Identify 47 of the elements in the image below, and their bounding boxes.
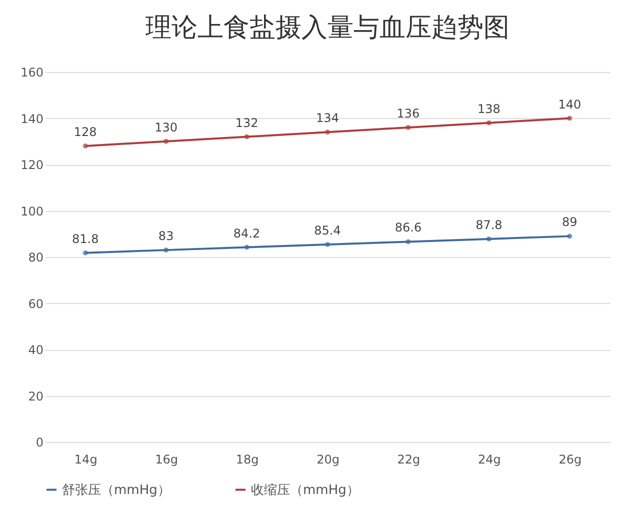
y-tick-label: 60 xyxy=(28,296,44,311)
point xyxy=(486,236,492,242)
data-label: 81.8 xyxy=(72,232,99,246)
y-tick-label: 20 xyxy=(28,389,44,404)
y-tick-label: 0 xyxy=(36,436,44,450)
x-tick-label: 24g xyxy=(478,452,501,466)
point xyxy=(164,138,169,144)
legend-label: 舒张压（mmHg） xyxy=(62,482,170,498)
point xyxy=(406,125,411,130)
y-tick-label: 40 xyxy=(28,343,44,357)
point xyxy=(567,116,572,121)
y-tick-label: 80 xyxy=(28,250,44,264)
data-label: 134 xyxy=(316,111,339,126)
data-label: 86.6 xyxy=(394,220,422,235)
point xyxy=(164,248,169,253)
point xyxy=(406,239,411,244)
point xyxy=(567,234,572,239)
point xyxy=(82,144,88,148)
x-tick-label: 16g xyxy=(155,452,178,466)
point xyxy=(325,242,330,248)
data-label: 140 xyxy=(558,97,582,112)
data-label: 89 xyxy=(562,215,578,230)
chart-title: 理论上食盐摄入量与血压趋势图 xyxy=(146,13,510,43)
data-label: 87.8 xyxy=(476,218,502,232)
point xyxy=(486,120,492,126)
point xyxy=(244,244,250,250)
legend-label: 收缩压（mmHg） xyxy=(251,482,360,498)
data-label: 85.4 xyxy=(314,224,341,238)
x-tick-label: 20g xyxy=(316,452,340,466)
x-tick-label: 26g xyxy=(558,452,582,466)
point xyxy=(325,130,330,135)
point xyxy=(82,250,88,256)
x-tick-label: 14g xyxy=(74,452,98,466)
data-label: 138 xyxy=(477,102,500,116)
y-tick-label: 160 xyxy=(20,66,44,80)
x-tick-label: 18g xyxy=(236,452,259,466)
x-tick-label: 22g xyxy=(397,452,420,466)
y-tick-label: 100 xyxy=(20,204,44,218)
data-label: 83 xyxy=(158,229,174,244)
y-tick-label: 140 xyxy=(20,112,44,126)
point xyxy=(244,134,250,140)
data-label: 84.2 xyxy=(233,226,260,240)
data-label: 130 xyxy=(154,120,178,134)
data-label: 132 xyxy=(235,116,258,130)
y-tick-label: 120 xyxy=(20,158,44,172)
data-label: 128 xyxy=(74,125,97,139)
data-label: 136 xyxy=(396,106,420,120)
